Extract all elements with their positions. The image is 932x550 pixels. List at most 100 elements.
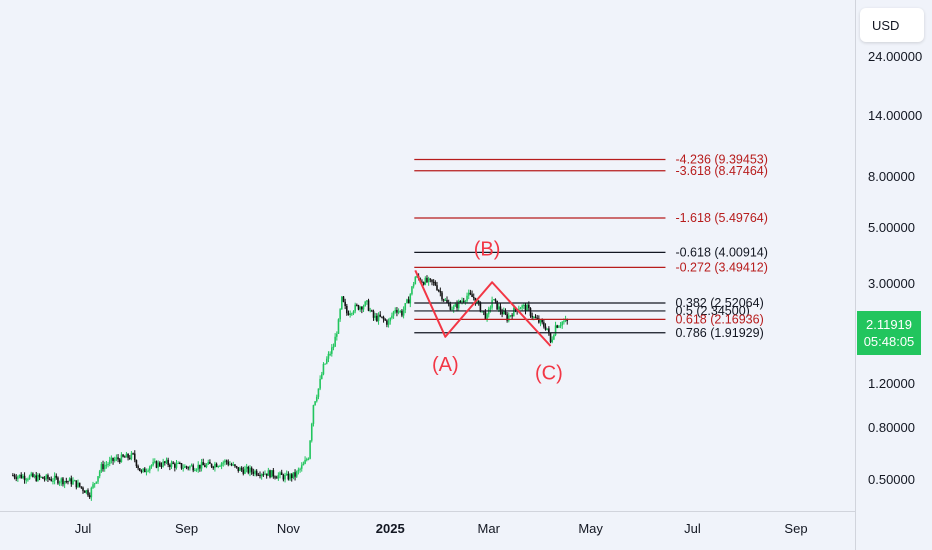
candle	[402, 306, 405, 319]
currency-button[interactable]: USD	[860, 8, 924, 42]
candle	[322, 362, 325, 376]
candle	[297, 467, 300, 475]
candle	[165, 457, 168, 465]
candle	[452, 304, 455, 313]
candle	[234, 464, 236, 468]
candle	[123, 455, 126, 458]
candle	[135, 459, 138, 468]
candle	[464, 299, 467, 305]
candle	[462, 297, 465, 303]
candle	[556, 324, 559, 329]
candle	[143, 467, 146, 473]
time-axis-label: Sep	[784, 521, 808, 536]
fib-extension[interactable]: -4.236 (9.39453)-3.618 (8.47464) -1.618 (…	[414, 153, 768, 340]
candle	[150, 464, 153, 469]
time-axis-label: Jul	[684, 521, 701, 536]
candle	[137, 464, 139, 471]
candle	[249, 465, 251, 477]
candle	[145, 468, 148, 476]
candle	[554, 321, 557, 337]
candle	[389, 317, 392, 325]
candle	[307, 457, 310, 461]
candle	[195, 468, 198, 472]
candle	[100, 462, 103, 473]
candle	[170, 460, 173, 469]
candle	[43, 476, 46, 482]
candle	[356, 303, 358, 307]
candle	[172, 461, 174, 465]
candle	[387, 318, 390, 328]
candle	[265, 473, 268, 479]
price-axis-label: 1.20000	[868, 376, 915, 391]
candle	[496, 300, 498, 310]
candle	[504, 308, 507, 316]
candle	[312, 404, 315, 427]
candle	[242, 466, 245, 476]
candle	[431, 279, 433, 286]
candle	[272, 468, 275, 479]
candle	[467, 289, 470, 300]
candle	[507, 312, 510, 323]
candle	[446, 296, 448, 304]
candle	[434, 280, 437, 287]
candle	[546, 328, 549, 331]
abc-wave-path[interactable]	[414, 269, 552, 347]
candle	[222, 460, 225, 467]
candle	[107, 462, 109, 468]
fib-level-label: -4.236 (9.39453)	[675, 153, 767, 167]
candle	[359, 305, 361, 312]
candle	[57, 476, 59, 485]
candle	[175, 460, 178, 470]
candle	[138, 468, 141, 472]
candle	[227, 459, 230, 467]
candle	[264, 470, 266, 475]
candle	[499, 303, 502, 315]
candle	[179, 461, 181, 465]
candle	[392, 310, 395, 319]
candle	[174, 462, 176, 472]
candle	[169, 463, 171, 471]
candle	[92, 481, 94, 489]
candle	[229, 461, 231, 466]
candle	[456, 300, 458, 312]
fib-level-label: -0.618 (4.00914)	[675, 245, 767, 259]
candle	[215, 462, 218, 468]
candle	[35, 471, 38, 482]
candle	[67, 480, 69, 485]
candle	[549, 332, 552, 344]
candle	[534, 314, 537, 319]
candle	[396, 307, 398, 317]
price-axis-label: 8.00000	[868, 169, 915, 185]
candle	[117, 454, 119, 463]
candle	[439, 287, 442, 297]
candle	[290, 473, 293, 482]
candle	[444, 297, 447, 301]
candle	[432, 279, 435, 286]
candle	[204, 462, 206, 468]
candle	[187, 466, 189, 471]
candle	[182, 464, 184, 472]
price-chart-canvas[interactable]: -4.236 (9.39453)-3.618 (8.47464) -1.618 (…	[0, 0, 855, 511]
candle	[511, 313, 513, 320]
candle	[319, 375, 321, 391]
candle	[128, 455, 131, 460]
candle	[561, 321, 564, 329]
candle	[73, 479, 76, 482]
candle	[102, 460, 104, 472]
candle	[62, 477, 64, 487]
candle	[177, 461, 179, 465]
candle	[302, 461, 305, 466]
time-axis-label: 2025	[375, 521, 405, 536]
candle	[336, 331, 338, 341]
candle	[372, 309, 375, 321]
candle	[65, 477, 68, 484]
fib-level-label: -3.618 (8.47464)	[675, 164, 767, 178]
candle	[524, 303, 527, 315]
candle	[361, 306, 363, 314]
candle	[377, 312, 380, 325]
candle	[85, 489, 88, 495]
price-axis-label: 3.00000	[868, 276, 915, 292]
candle	[379, 311, 382, 318]
candle	[147, 468, 149, 473]
